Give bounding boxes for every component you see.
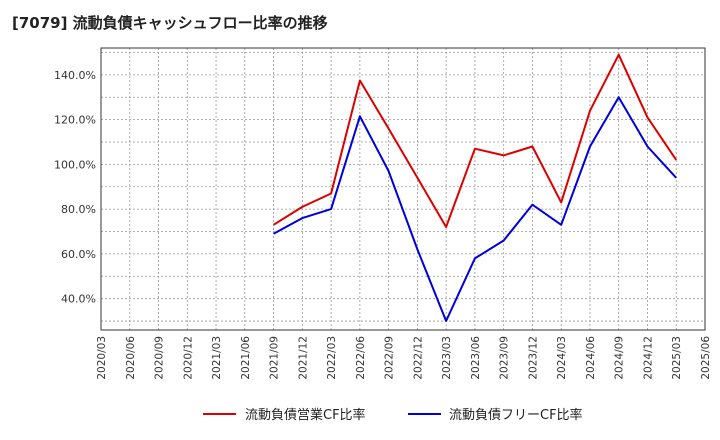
series-line-2 (273, 96, 677, 322)
y-tick-label: 140.0% (54, 69, 96, 82)
x-tick-label: 2022/03 (326, 336, 338, 380)
x-tick-label: 2020/03 (96, 336, 108, 380)
x-tick-label: 2021/09 (269, 336, 281, 380)
y-axis-ticks: 40.0% 60.0% 80.0% 100.0% 120.0% 140.0% (54, 69, 96, 306)
x-tick-label: 2020/06 (125, 336, 137, 380)
x-tick-label: 2022/06 (355, 336, 367, 380)
x-tick-label: 2023/03 (441, 336, 453, 380)
x-tick-label: 2022/12 (412, 336, 424, 380)
x-tick-label: 2024/06 (585, 336, 597, 380)
legend: 流動負債営業CF比率 流動負債フリーCF比率 (203, 407, 583, 423)
grid-lines (101, 48, 705, 330)
x-tick-label: 2021/06 (240, 336, 252, 380)
legend-label-2: 流動負債フリーCF比率 (449, 407, 583, 423)
x-tick-label: 2023/12 (527, 336, 539, 380)
series-lines (273, 53, 678, 322)
x-tick-label: 2023/06 (470, 336, 482, 380)
x-tick-label: 2025/03 (671, 336, 683, 380)
y-tick-label: 40.0% (61, 293, 96, 306)
x-axis-ticks: 2020/03 2020/06 2020/09 2020/12 2021/03 2021/… (96, 336, 712, 380)
legend-label-1: 流動負債営業CF比率 (245, 407, 366, 423)
x-tick-label: 2024/12 (642, 336, 654, 380)
series-line-1 (273, 53, 678, 228)
x-tick-label: 2021/03 (211, 336, 223, 380)
x-tick-label: 2022/09 (384, 336, 396, 380)
x-tick-label: 2020/12 (182, 336, 194, 380)
x-tick-label: 2025/06 (700, 336, 712, 380)
y-tick-label: 80.0% (61, 203, 96, 216)
y-tick-label: 60.0% (61, 248, 96, 261)
chart-title: [7079] 流動負債キャッシュフロー比率の推移 (12, 14, 328, 32)
x-tick-label: 2024/09 (614, 336, 626, 380)
x-tick-label: 2023/09 (499, 336, 511, 380)
x-tick-label: 2024/03 (556, 336, 568, 380)
y-tick-label: 100.0% (54, 158, 96, 171)
y-tick-label: 120.0% (54, 114, 96, 127)
x-tick-label: 2021/12 (297, 336, 309, 380)
x-tick-label: 2020/09 (154, 336, 166, 380)
plot-area (100, 47, 706, 331)
